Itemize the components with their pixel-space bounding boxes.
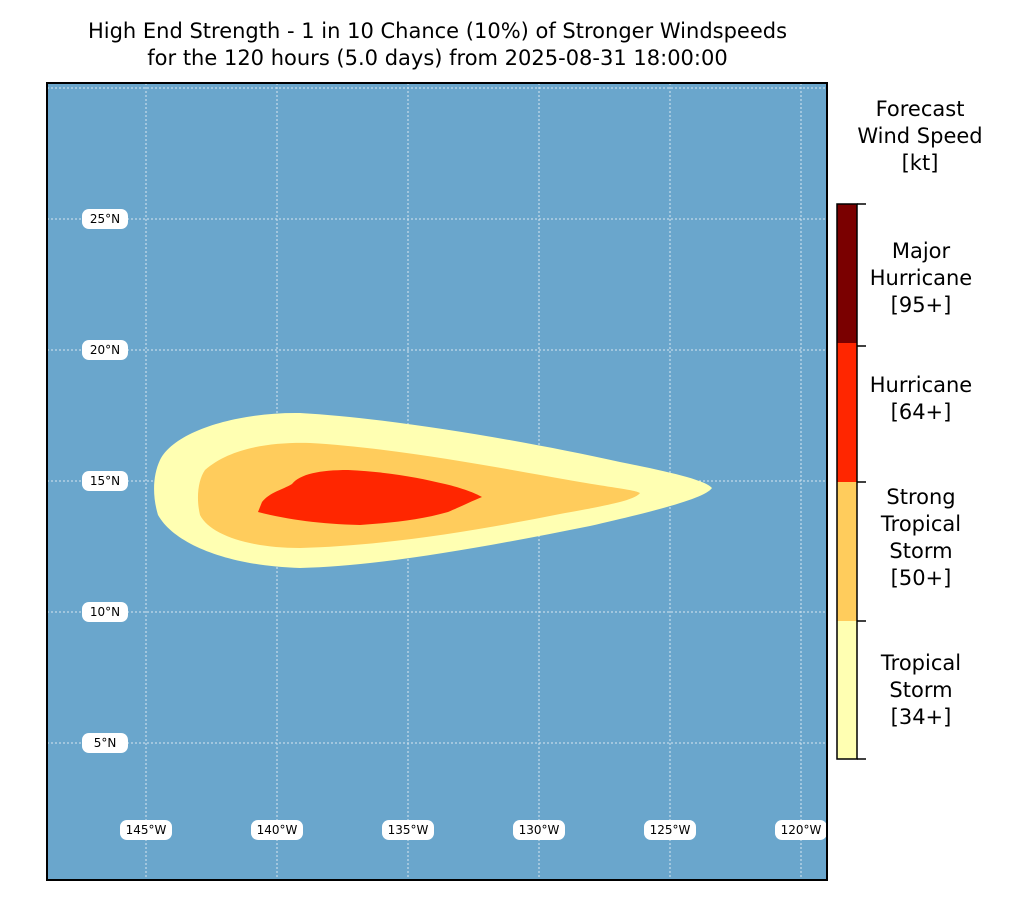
- chart-title-line-1: High End Strength - 1 in 10 Chance (10%)…: [87, 19, 788, 43]
- latitude-labels: 25°N 20°N 15°N 10°N 5°N: [82, 209, 128, 753]
- chart-title-line-2: for the 120 hours (5.0 days) from 2025-0…: [147, 46, 728, 70]
- latitude-label: 10°N: [82, 602, 128, 622]
- svg-text:145°W: 145°W: [126, 823, 167, 837]
- svg-text:125°W: 125°W: [650, 823, 691, 837]
- svg-text:25°N: 25°N: [90, 212, 120, 226]
- longitude-label: 135°W: [382, 820, 434, 840]
- svg-text:5°N: 5°N: [94, 736, 117, 750]
- legend-title: Forecast Wind Speed [kt]: [857, 97, 983, 175]
- map-frame: [46, 82, 828, 881]
- longitude-label: 125°W: [644, 820, 696, 840]
- svg-text:130°W: 130°W: [519, 823, 560, 837]
- longitude-label: 130°W: [513, 820, 565, 840]
- svg-text:20°N: 20°N: [90, 343, 120, 357]
- latitude-label: 25°N: [82, 209, 128, 229]
- legend-label-strong-tropical-storm: Strong Tropical Storm [50+]: [880, 485, 962, 590]
- wind-swath: [154, 412, 712, 568]
- longitude-label: 120°W: [775, 820, 827, 840]
- latitude-label: 15°N: [82, 471, 128, 491]
- svg-text:135°W: 135°W: [388, 823, 429, 837]
- svg-text:15°N: 15°N: [90, 474, 120, 488]
- longitude-label: 145°W: [120, 820, 172, 840]
- colorbar-hurricane: [837, 343, 857, 482]
- svg-text:140°W: 140°W: [257, 823, 298, 837]
- colorbar-major-hurricane: [837, 204, 857, 343]
- longitude-label: 140°W: [251, 820, 303, 840]
- svg-text:120°W: 120°W: [781, 823, 822, 837]
- legend-label-hurricane: Hurricane [64+]: [869, 373, 973, 424]
- legend-label-tropical-storm: Tropical Storm [34+]: [880, 651, 962, 729]
- svg-text:10°N: 10°N: [90, 605, 120, 619]
- latitude-label: 5°N: [82, 733, 128, 753]
- latitude-label: 20°N: [82, 340, 128, 360]
- colorbar-tropical-storm: [837, 621, 857, 759]
- colorbar: [836, 203, 866, 760]
- hurricane-area: [258, 470, 482, 525]
- longitude-labels: 145°W 140°W 135°W 130°W 125°W 120°W: [120, 820, 827, 840]
- legend-label-major-hurricane: Major Hurricane [95+]: [869, 239, 973, 317]
- colorbar-strong-tropical-storm: [837, 482, 857, 621]
